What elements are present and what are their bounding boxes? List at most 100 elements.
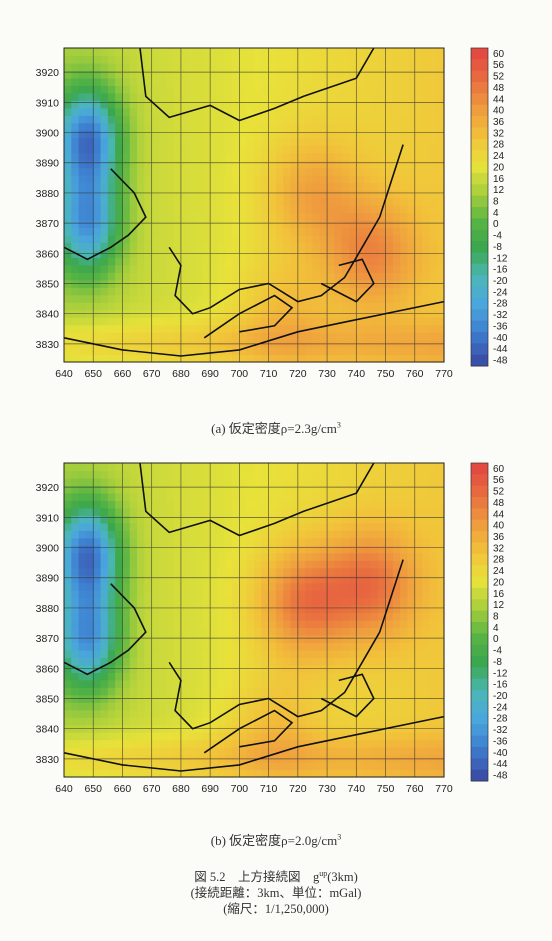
- heatmap-cell: [370, 470, 379, 479]
- heatmap-cell: [400, 634, 409, 644]
- heatmap-cell: [407, 100, 416, 109]
- heatmap-cell: [166, 77, 175, 86]
- heatmap-cell: [334, 537, 343, 546]
- heatmap-cell: [356, 287, 365, 296]
- heatmap-cell: [239, 515, 248, 524]
- heatmap-cell: [363, 145, 372, 154]
- heatmap-cell: [71, 317, 80, 326]
- heatmap-cell: [210, 317, 219, 326]
- heatmap-cell: [137, 115, 145, 124]
- heatmap-cell: [239, 122, 248, 131]
- heatmap-cell: [217, 77, 226, 86]
- heatmap-cell: [217, 130, 226, 139]
- heatmap-cell: [312, 597, 321, 606]
- heatmap-cell: [93, 747, 102, 756]
- heatmap-cell: [115, 649, 124, 658]
- heatmap-cell: [85, 77, 94, 86]
- x-tick-label: 750: [377, 783, 395, 795]
- panel-a: 640 650 660 670 680 690 700 710 720 730 740 750 760 7…: [0, 0, 552, 405]
- heatmap-cell: [246, 354, 255, 363]
- heatmap-cell: [422, 522, 430, 531]
- heatmap-cell: [100, 612, 109, 621]
- heatmap-cell: [122, 55, 131, 64]
- heatmap-cell: [232, 182, 240, 191]
- heatmap-cell: [71, 522, 80, 531]
- heatmap-cell: [341, 463, 350, 472]
- heatmap-cell: [151, 234, 160, 243]
- heatmap-cell: [93, 197, 102, 206]
- heatmap-cell: [180, 739, 189, 748]
- heatmap-cell: [392, 485, 401, 494]
- heatmap-cell: [239, 522, 248, 531]
- heatmap-cell: [400, 332, 409, 341]
- heatmap-cell: [436, 605, 445, 614]
- heatmap-cell: [93, 347, 102, 356]
- heatmap-cell: [422, 264, 430, 273]
- heatmap-cell: [71, 500, 80, 509]
- heatmap-cell: [224, 115, 233, 124]
- heatmap-cell: [312, 679, 321, 688]
- heatmap-cell: [275, 107, 284, 116]
- heatmap-cell: [429, 642, 438, 651]
- heatmap-cell: [144, 634, 153, 644]
- heatmap-cell: [78, 597, 87, 606]
- heatmap-cell: [290, 317, 299, 326]
- heatmap-cell: [115, 70, 124, 79]
- heatmap-cell: [71, 747, 80, 756]
- heatmap-cell: [180, 470, 189, 479]
- heatmap-cell: [422, 575, 430, 584]
- heatmap-cell: [385, 627, 394, 636]
- heatmap-cell: [166, 122, 175, 131]
- heatmap-cell: [385, 92, 394, 101]
- heatmap-cell: [370, 130, 379, 139]
- heatmap-cell: [93, 463, 102, 472]
- heatmap-cell: [93, 137, 102, 146]
- heatmap-cell: [173, 537, 182, 546]
- heatmap-cell: [188, 92, 197, 101]
- heatmap-cell: [166, 515, 175, 524]
- heatmap-cell: [122, 294, 131, 303]
- heatmap-cell: [115, 642, 124, 651]
- heatmap-cell: [261, 85, 270, 94]
- heatmap-cell: [100, 152, 109, 161]
- heatmap-cell: [378, 77, 387, 86]
- heatmap-cell: [305, 354, 314, 363]
- heatmap-cell: [210, 302, 219, 311]
- heatmap-cell: [327, 302, 335, 311]
- heatmap-cell: [385, 219, 394, 229]
- heatmap-cell: [422, 597, 430, 606]
- heatmap-cell: [319, 739, 328, 748]
- heatmap-cell: [297, 747, 306, 756]
- heatmap-cell: [436, 530, 445, 539]
- colorbar-swatch: [471, 354, 488, 367]
- heatmap-cell: [71, 702, 80, 711]
- heatmap-cell: [356, 590, 365, 599]
- heatmap-cell: [232, 242, 240, 251]
- heatmap-cell: [297, 205, 306, 214]
- heatmap-cell: [166, 190, 175, 199]
- heatmap-cell: [137, 324, 145, 333]
- heatmap-cell: [305, 492, 314, 501]
- heatmap-cell: [261, 634, 270, 644]
- heatmap-cell: [407, 77, 416, 86]
- heatmap-cell: [71, 530, 80, 539]
- heatmap-cell: [436, 485, 445, 494]
- heatmap-cell: [275, 130, 284, 139]
- heatmap-cell: [319, 627, 328, 636]
- colorbar-swatch: [471, 610, 488, 623]
- heatmap-cell: [78, 137, 87, 146]
- heatmap-cell: [188, 582, 197, 591]
- heatmap-cell: [85, 470, 94, 479]
- heatmap-cell: [173, 702, 182, 711]
- heatmap-cell: [261, 302, 270, 311]
- heatmap-cell: [151, 634, 160, 644]
- heatmap-cell: [71, 642, 80, 651]
- heatmap-cell: [429, 152, 438, 161]
- heatmap-cell: [283, 507, 292, 516]
- heatmap-cell: [356, 477, 365, 487]
- heatmap-cell: [122, 160, 131, 169]
- heatmap-cell: [290, 582, 299, 591]
- heatmap-cell: [261, 747, 270, 756]
- heatmap-cell: [283, 485, 292, 494]
- heatmap-cell: [217, 739, 226, 748]
